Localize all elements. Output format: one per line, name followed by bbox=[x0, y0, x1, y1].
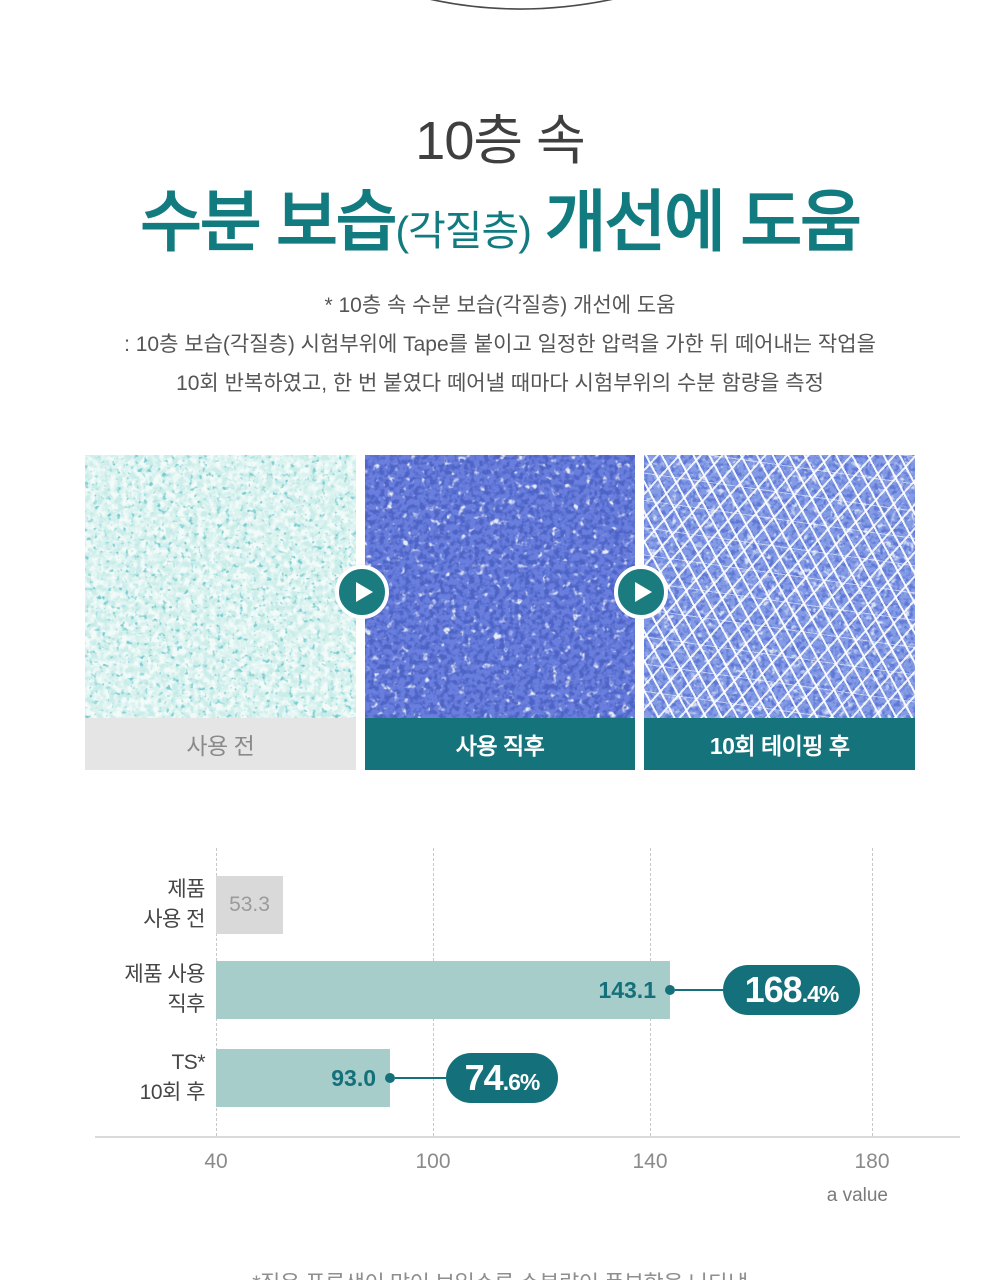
percent-badge-after: 168 .4% bbox=[723, 965, 860, 1015]
bar-before: 53.3 bbox=[216, 876, 283, 934]
category-line: 제품 bbox=[167, 878, 205, 901]
bottle-bottom-curve bbox=[430, 0, 613, 10]
eyebrow-title: 10층 속 bbox=[415, 111, 585, 171]
play-icon bbox=[635, 582, 652, 602]
connector-line bbox=[395, 1077, 446, 1079]
label-after: 사용 직후 bbox=[364, 718, 636, 770]
percent-big: 74 bbox=[464, 1057, 504, 1098]
skin-texture-after bbox=[364, 455, 636, 718]
panel-after: 사용 직후 bbox=[364, 455, 636, 770]
panel-before: 사용 전 bbox=[85, 455, 356, 770]
category-label-taping: TS* 10회 후 bbox=[0, 1049, 206, 1107]
category-line: 제품 사용 bbox=[124, 963, 205, 986]
title-rest: 개선에 도움 bbox=[544, 185, 862, 260]
page-title: 수분 보습 (각질층) 개선에 도움 bbox=[0, 168, 1000, 265]
tape-mesh-overlay bbox=[644, 455, 916, 718]
skin-texture-after-image bbox=[364, 455, 636, 718]
bar-value: 53.3 bbox=[229, 893, 270, 916]
connector-line bbox=[675, 989, 723, 991]
description-line-1: * 10층 속 수분 보습(각질층) 개선에 도움 bbox=[324, 294, 676, 317]
category-label-after: 제품 사용 직후 bbox=[0, 961, 205, 1019]
skin-texture-before-image bbox=[85, 455, 356, 718]
category-line: 직후 bbox=[167, 993, 205, 1016]
skin-texture-before bbox=[85, 455, 356, 718]
bar-after: 143.1 bbox=[216, 961, 670, 1019]
description-line-2: : 10층 보습(각질층) 시험부위에 Tape를 붙이고 일정한 압력을 가한… bbox=[124, 333, 876, 356]
label-before: 사용 전 bbox=[85, 718, 356, 770]
category-line: 사용 전 bbox=[143, 908, 205, 931]
x-axis-label: a value bbox=[826, 1185, 888, 1206]
description-line-3: 10회 반복하였고, 한 번 붙였다 떼어낼 때마다 시험부위의 수분 함량을 … bbox=[176, 372, 824, 395]
description: * 10층 속 수분 보습(각질층) 개선에 도움 : 10층 보습(각질층) … bbox=[0, 286, 1000, 403]
percent-small: .4% bbox=[801, 981, 840, 1007]
panel-taping: 10회 테이핑 후 bbox=[644, 455, 916, 770]
footnote: *짙은 푸른색이 많이 보일수록 수분량이 풍부함을 나타냄 bbox=[0, 1266, 1000, 1280]
skin-image-strip: 사용 전 bbox=[85, 455, 916, 770]
connector-dot bbox=[385, 1073, 395, 1083]
play-arrow-button-2[interactable] bbox=[614, 565, 668, 619]
x-tick-180: 180 bbox=[854, 1150, 890, 1173]
x-axis-line bbox=[95, 1136, 960, 1138]
x-tick-140: 140 bbox=[632, 1150, 668, 1173]
percent-small: .6% bbox=[502, 1069, 541, 1095]
skin-texture-taping bbox=[644, 455, 916, 718]
x-tick-40: 40 bbox=[204, 1150, 228, 1173]
play-icon bbox=[356, 582, 373, 602]
x-tick-100: 100 bbox=[415, 1150, 451, 1173]
bar-taping: 93.0 bbox=[216, 1049, 390, 1107]
bar-value: 93.0 bbox=[331, 1064, 376, 1091]
label-taping: 10회 테이핑 후 bbox=[644, 718, 916, 770]
category-line: TS* bbox=[171, 1051, 205, 1074]
gridline-180 bbox=[872, 848, 873, 1136]
category-line: 10회 후 bbox=[139, 1081, 206, 1104]
play-arrow-button-1[interactable] bbox=[335, 565, 389, 619]
connector-dot bbox=[665, 985, 675, 995]
moisture-bar-chart: 제품 사용 전 53.3 제품 사용 직후 143.1 168 .4% TS* … bbox=[0, 848, 1000, 1228]
percent-big: 168 bbox=[744, 969, 803, 1010]
category-label-before: 제품 사용 전 bbox=[0, 876, 205, 934]
title-main: 수분 보습 bbox=[140, 185, 397, 260]
title-paren: (각질층) bbox=[395, 208, 531, 254]
percent-badge-taping: 74 .6% bbox=[446, 1053, 558, 1103]
bar-value: 143.1 bbox=[598, 976, 656, 1003]
